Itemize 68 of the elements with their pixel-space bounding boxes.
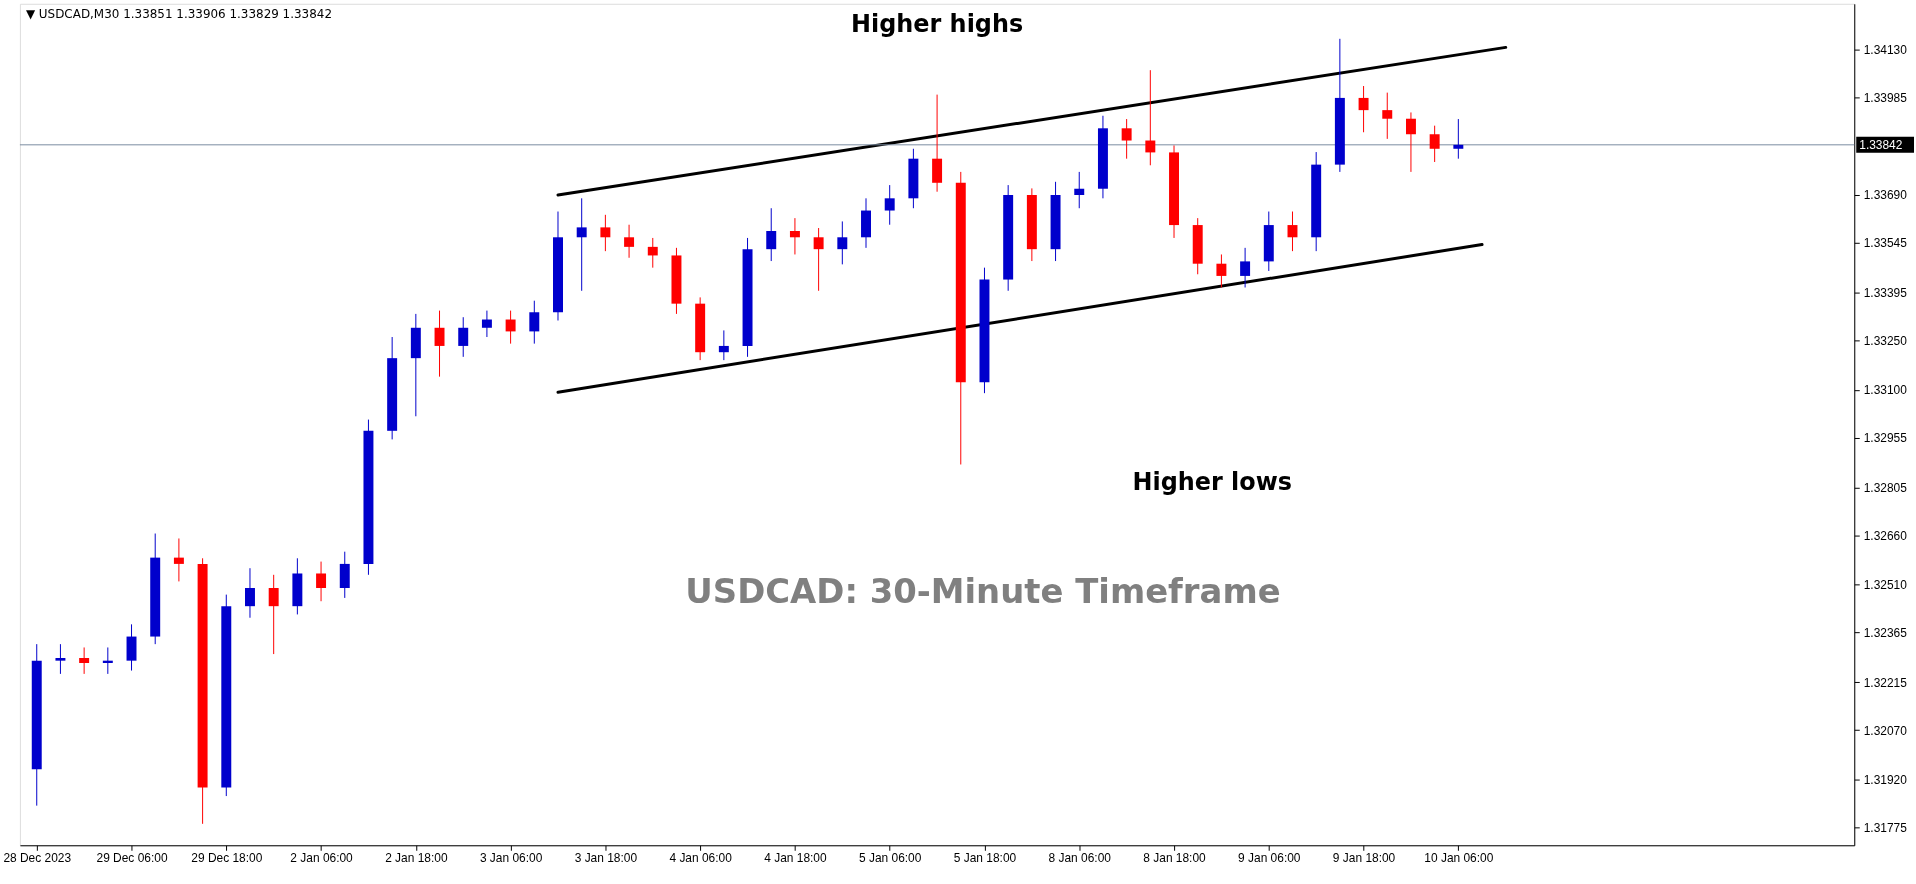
- candlestick: [789, 217, 800, 255]
- y-tick-label: 1.32510: [1863, 578, 1908, 593]
- y-tick-label: 1.33545: [1863, 236, 1908, 251]
- candlestick: [576, 197, 587, 292]
- candlestick: [1145, 69, 1156, 166]
- candlestick: [1121, 118, 1132, 160]
- candlestick: [1405, 111, 1416, 173]
- candlestick: [79, 646, 90, 675]
- annotation: Higher lows: [1132, 468, 1292, 497]
- annotation: Higher highs: [851, 9, 1024, 38]
- y-tick-label: 1.33985: [1863, 91, 1908, 106]
- y-tick-label: 1.32660: [1863, 528, 1908, 543]
- annotation: USDCAD: 30-Minute Timeframe: [685, 571, 1281, 611]
- candlestick: [245, 567, 255, 619]
- y-tick-label: 1.34130: [1863, 43, 1908, 58]
- candlestick: [813, 227, 824, 292]
- candlestick: [1382, 92, 1393, 140]
- x-tick-label: 9 Jan 06:00: [1238, 850, 1301, 865]
- y-tick-label: 1.32215: [1863, 675, 1908, 690]
- y-tick-label: 1.33690: [1863, 188, 1908, 203]
- x-tick-label: 29 Dec 06:00: [96, 850, 168, 865]
- x-tick-label: 28 Dec 2023: [3, 850, 72, 865]
- x-tick-label: 9 Jan 18:00: [1332, 850, 1396, 865]
- x-tick-label: 8 Jan 18:00: [1143, 850, 1207, 865]
- candlestick: [600, 214, 611, 252]
- candlestick: [173, 537, 184, 582]
- y-tick-label: 1.33250: [1863, 333, 1908, 348]
- y-tick-label: 1.32070: [1863, 723, 1908, 738]
- candlestick: [529, 300, 540, 345]
- x-tick-label: 29 Dec 18:00: [191, 850, 263, 865]
- x-tick-label: 2 Jan 06:00: [290, 850, 354, 865]
- x-tick-label: 8 Jan 06:00: [1048, 850, 1112, 865]
- candlestick: [1453, 118, 1464, 160]
- candlestick: [647, 237, 658, 269]
- candlestick: [1216, 253, 1227, 288]
- y-tick-label: 1.31775: [1863, 820, 1908, 835]
- ref-line-label: 1.33842: [1859, 137, 1903, 152]
- candlestick: [316, 561, 327, 602]
- y-tick-label: 1.31920: [1863, 773, 1908, 788]
- x-tick-label: 10 Jan 06:00: [1424, 850, 1494, 865]
- x-tick-label: 4 Jan 18:00: [764, 850, 827, 865]
- chart-title: ▼ USDCAD,M30 1.33851 1.33906 1.33829 1.33842: [25, 6, 332, 21]
- candlestick: [837, 220, 848, 265]
- candlestick: [1429, 125, 1440, 163]
- candlestick: [1358, 85, 1369, 133]
- x-tick-label: 4 Jan 06:00: [669, 850, 733, 865]
- candlestick: [624, 224, 635, 259]
- candlestick: [766, 207, 777, 262]
- candlestick: [1074, 171, 1085, 209]
- candlestick: [884, 184, 895, 226]
- x-tick-label: 5 Jan 18:00: [953, 850, 1017, 865]
- candlestick: [55, 643, 66, 675]
- y-tick-label: 1.32365: [1863, 626, 1908, 641]
- candlestick: [505, 310, 516, 345]
- candlestick: [481, 310, 492, 338]
- candlestick: [718, 329, 729, 361]
- x-tick-label: 5 Jan 06:00: [859, 850, 922, 865]
- x-tick-label: 2 Jan 18:00: [385, 850, 448, 865]
- candlestick: [434, 310, 445, 378]
- candlestick: [268, 574, 279, 655]
- y-tick-label: 1.32805: [1863, 480, 1908, 495]
- x-tick-label: 3 Jan 06:00: [479, 850, 543, 865]
- candlestick: [1240, 247, 1251, 288]
- y-tick-label: 1.33100: [1863, 383, 1908, 398]
- candlestick: [458, 316, 469, 358]
- y-tick-label: 1.32955: [1863, 431, 1908, 446]
- x-tick-label: 3 Jan 18:00: [574, 850, 638, 865]
- y-tick-label: 1.33395: [1863, 285, 1908, 300]
